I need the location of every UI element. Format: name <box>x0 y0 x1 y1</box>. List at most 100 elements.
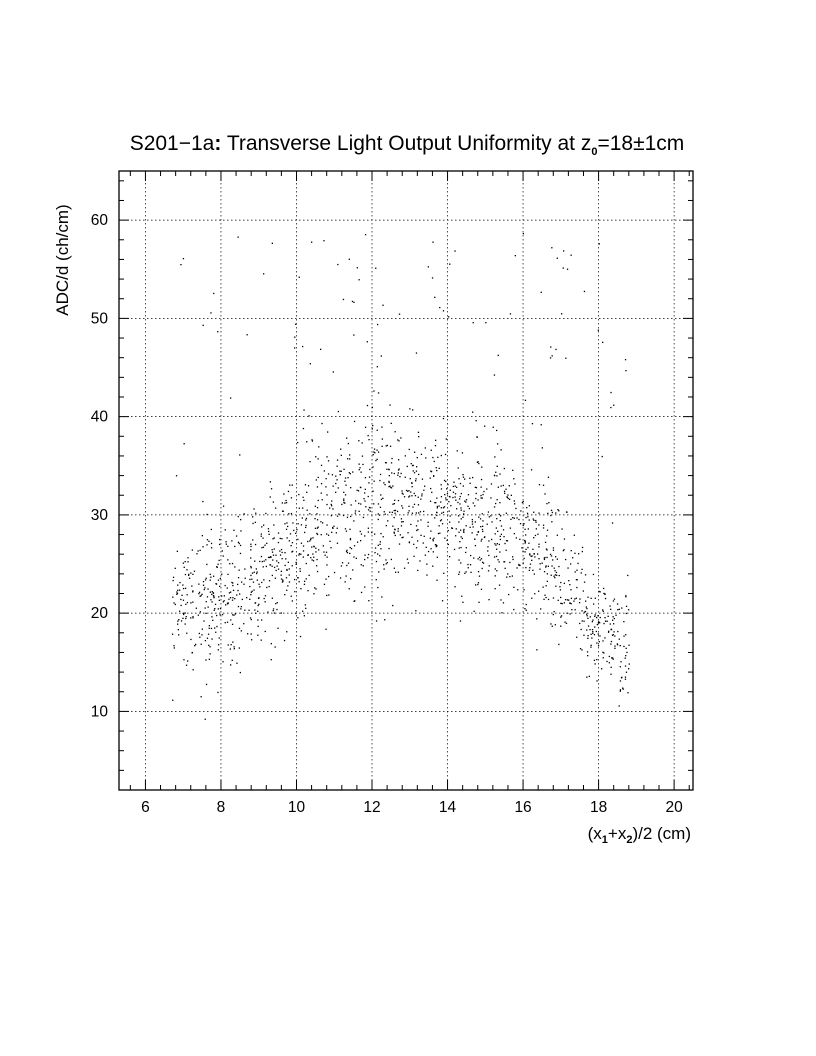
data-point <box>546 573 548 575</box>
data-point <box>379 555 381 557</box>
data-point <box>610 628 612 631</box>
data-point <box>191 652 193 654</box>
data-point <box>377 392 380 394</box>
data-point <box>377 518 379 521</box>
data-point <box>569 613 571 615</box>
data-point <box>484 425 486 427</box>
data-point <box>308 574 310 576</box>
data-point <box>525 534 527 536</box>
data-point <box>598 621 600 623</box>
data-point <box>217 691 219 694</box>
data-point <box>470 554 472 557</box>
data-point <box>286 537 288 539</box>
data-point <box>432 565 434 567</box>
data-point <box>178 619 180 621</box>
data-point <box>263 560 265 562</box>
x-tick-label: 8 <box>217 799 226 816</box>
data-point <box>236 594 238 596</box>
data-point <box>548 502 550 504</box>
data-point <box>593 659 596 661</box>
data-point <box>441 512 443 514</box>
data-point <box>608 630 610 632</box>
data-point <box>239 671 241 674</box>
data-point <box>407 562 409 564</box>
data-point <box>495 502 497 505</box>
data-point <box>257 634 259 636</box>
data-point <box>200 696 202 698</box>
data-point <box>218 596 220 598</box>
data-point <box>274 646 276 648</box>
data-point <box>262 537 264 539</box>
data-point <box>504 492 506 494</box>
data-point <box>613 617 615 620</box>
data-point <box>335 482 337 485</box>
data-point <box>472 476 474 479</box>
data-point <box>447 483 449 486</box>
data-point <box>313 545 315 547</box>
data-point <box>320 483 323 485</box>
data-point <box>529 567 531 569</box>
data-point <box>467 567 469 569</box>
data-point <box>597 615 599 617</box>
data-point <box>179 610 181 612</box>
data-point <box>594 663 596 665</box>
data-point <box>562 550 564 552</box>
data-point <box>447 529 449 532</box>
data-point <box>608 655 610 658</box>
data-point <box>546 549 548 551</box>
data-point <box>360 540 362 542</box>
data-point <box>233 646 235 648</box>
data-point <box>587 637 589 639</box>
data-point <box>435 439 437 441</box>
data-point <box>412 409 414 411</box>
data-point <box>617 630 619 633</box>
data-point <box>612 657 614 659</box>
data-point <box>543 558 546 561</box>
data-point <box>367 527 369 529</box>
data-point <box>542 484 545 486</box>
data-point <box>269 496 271 498</box>
data-point <box>471 521 474 523</box>
data-point <box>186 632 188 634</box>
data-point <box>454 586 456 588</box>
data-point <box>497 559 499 561</box>
data-point <box>518 518 520 521</box>
data-point <box>204 718 206 720</box>
data-point <box>460 536 462 538</box>
data-point <box>253 508 255 510</box>
data-point <box>205 601 207 603</box>
data-point <box>544 556 546 559</box>
data-point <box>263 597 265 600</box>
data-point <box>599 635 601 637</box>
data-point <box>564 599 567 601</box>
data-point <box>597 633 599 635</box>
data-point <box>360 486 362 489</box>
data-point <box>404 455 406 457</box>
data-point <box>393 509 395 512</box>
data-point <box>563 602 565 604</box>
data-point <box>202 581 205 583</box>
data-point <box>372 454 374 456</box>
data-point <box>358 469 360 471</box>
data-point <box>217 579 220 581</box>
data-point <box>350 578 352 580</box>
data-point <box>182 258 185 260</box>
data-point <box>298 493 300 496</box>
data-point <box>495 555 498 558</box>
data-point <box>398 459 400 461</box>
data-point <box>516 517 518 519</box>
data-point <box>570 550 572 552</box>
data-point <box>421 478 424 480</box>
data-point <box>553 575 555 577</box>
data-point <box>471 519 473 521</box>
data-point <box>276 602 278 604</box>
data-point <box>499 538 501 541</box>
data-point <box>436 556 438 558</box>
data-point <box>197 550 199 552</box>
data-point <box>625 595 627 597</box>
data-point <box>210 312 212 314</box>
data-point <box>367 557 369 559</box>
data-point <box>400 437 402 439</box>
data-point <box>561 528 563 530</box>
